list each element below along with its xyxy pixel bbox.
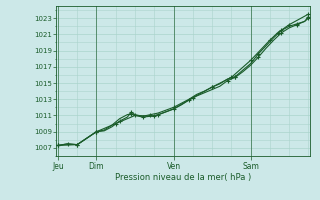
X-axis label: Pression niveau de la mer( hPa ): Pression niveau de la mer( hPa ) [115, 173, 251, 182]
